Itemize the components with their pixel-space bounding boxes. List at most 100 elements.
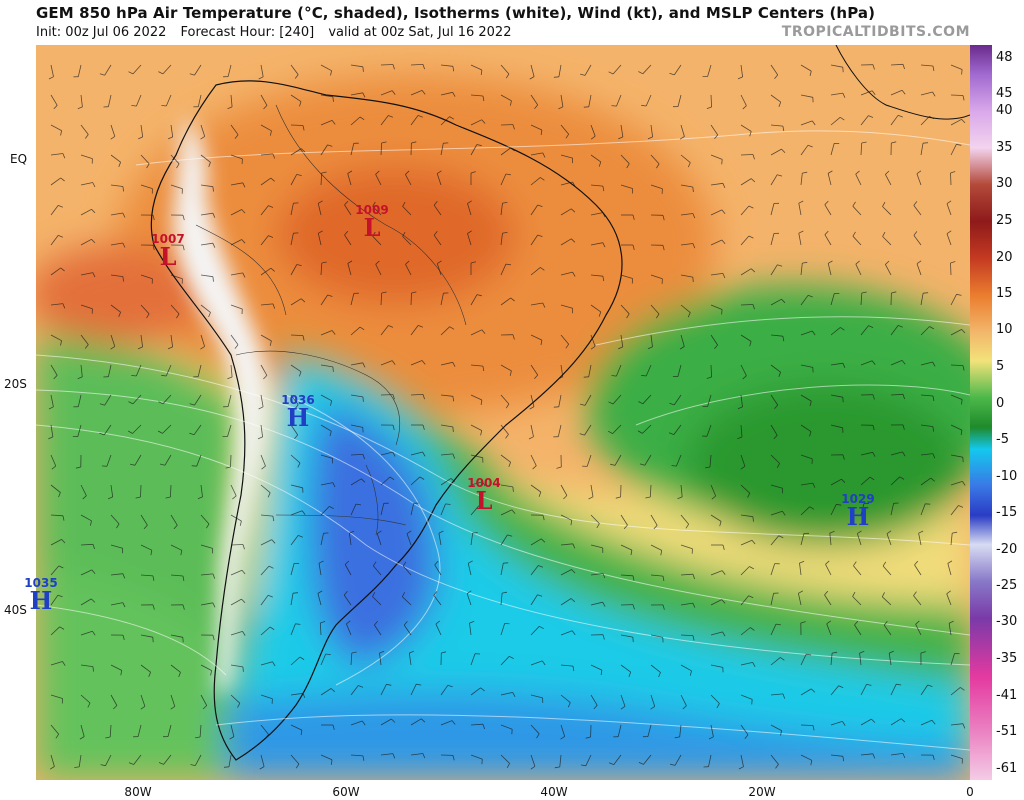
wind-barb [80, 182, 93, 186]
wind-barb [920, 719, 933, 726]
wind-barb [890, 753, 903, 756]
wind-barb-flag [641, 104, 647, 107]
wind-barb-flag [118, 312, 121, 318]
wind-barb-flag [127, 430, 133, 434]
wind-barb-flag [296, 174, 302, 176]
wind-barb [140, 544, 152, 551]
wind-barb [500, 147, 511, 156]
wind-barb [770, 484, 783, 489]
wind-barb [947, 563, 952, 576]
wind-barb-flag [355, 503, 361, 506]
wind-barb [950, 172, 952, 186]
wind-barb-flag [48, 406, 54, 410]
wind-barb [740, 268, 752, 276]
wind-barb [740, 364, 747, 376]
wind-barb-flag [452, 362, 456, 367]
wind-barb-flag [359, 116, 365, 121]
wind-barb-flag [781, 298, 786, 304]
wind-barb [920, 361, 933, 366]
wind-barb-flag [452, 453, 456, 459]
wind-barb-flag [92, 272, 96, 278]
wind-barb [620, 694, 626, 707]
wind-barb [798, 233, 802, 246]
wind-barb [860, 90, 873, 96]
wind-barb [830, 293, 835, 306]
wind-barb [440, 293, 444, 306]
wind-barb [410, 325, 419, 336]
wind-barb [800, 144, 809, 156]
wind-barb [350, 478, 362, 486]
wind-barb-flag [131, 375, 137, 377]
wind-barb-flag [782, 510, 786, 516]
wind-barb-flag [778, 372, 781, 377]
wind-barb-flag [189, 403, 195, 406]
wind-barb [290, 692, 303, 696]
wind-barb-flag [329, 506, 334, 510]
wind-barb [710, 570, 723, 576]
wind-barb [830, 143, 835, 156]
wind-barb [410, 394, 424, 396]
wind-barb [950, 533, 953, 546]
wind-barb-flag [62, 303, 66, 309]
wind-barb-flag [300, 298, 306, 303]
wind-barb [379, 653, 382, 666]
wind-barb [885, 264, 892, 276]
wind-barb-flag [509, 655, 514, 659]
wind-barb-flag [840, 327, 845, 331]
wind-barb [882, 596, 892, 606]
wind-barb [200, 514, 210, 525]
wind-barb [372, 236, 382, 246]
wind-barb-flag [182, 575, 185, 581]
wind-barb-flag [946, 230, 952, 235]
wind-barb [50, 94, 58, 106]
wind-barb-flag [962, 95, 965, 101]
wind-barb-flag [57, 594, 63, 598]
wind-barb-flag [392, 424, 395, 431]
wind-barb-flag [437, 260, 442, 264]
wind-barb [740, 124, 752, 132]
wind-barb [380, 115, 389, 126]
wind-barb [467, 233, 472, 246]
wind-barb-flag [655, 313, 660, 319]
wind-barb-flag [242, 666, 244, 672]
colorbar-label: 35 [996, 140, 1013, 155]
wind-barb-flag [962, 723, 966, 729]
wind-barb-flag [318, 200, 323, 204]
wind-barb [800, 120, 813, 126]
wind-barb [860, 142, 863, 156]
wind-barb-flag [608, 71, 614, 75]
wind-barb-flag [135, 496, 141, 499]
low-letter: L [475, 486, 493, 515]
wind-barb-flag [722, 631, 726, 637]
wind-barb-flag [872, 753, 876, 759]
wind-barb [647, 724, 652, 737]
wind-barb [170, 634, 183, 638]
wind-barb-flag [329, 431, 332, 437]
wind-barb [50, 394, 54, 407]
wind-barb-flag [932, 426, 934, 432]
wind-barb-flag [77, 106, 83, 110]
wind-barb-flag [692, 277, 694, 283]
wind-barb-flag [445, 503, 451, 505]
wind-barb [380, 325, 389, 336]
wind-barb-flag [902, 394, 905, 400]
wind-barb [440, 503, 446, 516]
wind-barb [560, 514, 572, 521]
wind-barb-flag [195, 736, 201, 739]
wind-barb-flag [692, 635, 695, 641]
wind-barb-flag [679, 346, 685, 350]
wind-barb-flag [611, 105, 617, 107]
wind-barb-flag [749, 341, 752, 347]
wind-barb [852, 235, 862, 246]
wind-barb-flag [434, 560, 439, 566]
wind-barb [557, 424, 562, 437]
wind-barb [260, 626, 271, 636]
wind-barb [855, 264, 862, 276]
wind-barb-flag [529, 406, 535, 410]
wind-barb [290, 754, 300, 765]
wind-barb [860, 503, 865, 516]
wind-barb [110, 242, 123, 246]
wind-barb [500, 623, 505, 636]
lon-label-60w: 60W [332, 785, 360, 799]
wind-barb [50, 64, 54, 77]
